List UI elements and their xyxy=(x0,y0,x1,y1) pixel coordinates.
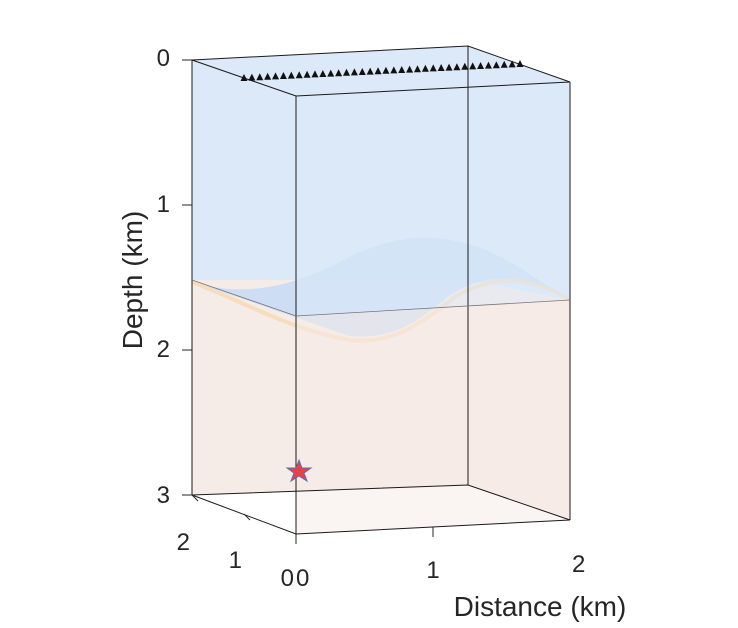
source-star-marker xyxy=(285,458,313,483)
receiver-triangle xyxy=(335,69,343,77)
receiver-triangle xyxy=(429,64,437,72)
receiver-triangle xyxy=(295,71,303,79)
y-tick-0: 0 xyxy=(281,565,294,592)
receiver-triangle xyxy=(437,64,445,71)
z-axis-label: Depth (km) xyxy=(117,211,148,349)
receiver-triangle xyxy=(500,60,508,68)
receiver-triangle xyxy=(343,68,351,76)
z-tick-1: 1 xyxy=(157,191,170,218)
receiver-triangle xyxy=(461,62,469,70)
receiver-triangle xyxy=(256,73,264,81)
receiver-triangle xyxy=(484,61,492,69)
receiver-triangle xyxy=(366,67,374,75)
receiver-triangle xyxy=(390,66,398,74)
y-axis-ticks: 2 1 0 xyxy=(177,494,294,592)
y-tick-1: 1 xyxy=(229,547,242,574)
receiver-triangle xyxy=(272,72,280,80)
receiver-triangle xyxy=(477,62,485,69)
receiver-triangle xyxy=(287,71,295,79)
receiver-triangle xyxy=(382,66,390,74)
upper-layer-front xyxy=(296,82,570,316)
x-tick-2: 2 xyxy=(572,551,585,578)
layer-boundary-right xyxy=(295,299,571,317)
receiver-triangle xyxy=(350,68,358,76)
x-tick-0: 0 xyxy=(296,565,309,592)
x-axis-ticks: 0 1 2 xyxy=(295,527,585,592)
receiver-triangle xyxy=(413,65,421,73)
receiver-triangle xyxy=(374,67,382,75)
receiver-triangle xyxy=(248,73,256,81)
x-tick-1: 1 xyxy=(426,557,439,584)
layer-boundary-front xyxy=(191,279,297,317)
receiver-triangle xyxy=(303,70,311,78)
x-axis-label: Distance (km) xyxy=(454,591,627,622)
receiver-triangle xyxy=(319,70,327,77)
receiver-triangle xyxy=(240,74,248,81)
receiver-triangle xyxy=(311,70,319,78)
z-tick-0: 0 xyxy=(157,45,170,72)
lower-layer-front xyxy=(296,300,570,534)
receiver-triangle xyxy=(406,65,414,73)
receiver-triangle xyxy=(492,61,500,69)
receiver-triangle xyxy=(327,69,335,77)
y-tick-2: 2 xyxy=(177,529,190,556)
z-tick-2: 2 xyxy=(157,336,170,363)
receiver-triangle xyxy=(469,62,477,70)
receiver-triangle xyxy=(508,60,516,68)
box-edges xyxy=(191,45,571,535)
receiver-triangle xyxy=(264,72,272,80)
receiver-triangle xyxy=(421,64,429,72)
receiver-triangle xyxy=(516,60,524,67)
z-tick-3: 3 xyxy=(157,482,170,509)
receiver-triangle xyxy=(445,63,453,71)
receiver-triangle xyxy=(453,63,461,71)
receiver-triangle xyxy=(398,66,406,73)
receiver-array xyxy=(240,60,524,81)
receiver-triangle xyxy=(358,68,366,75)
z-axis-ticks: 0 1 2 3 xyxy=(157,45,192,509)
receiver-triangle xyxy=(279,72,287,79)
